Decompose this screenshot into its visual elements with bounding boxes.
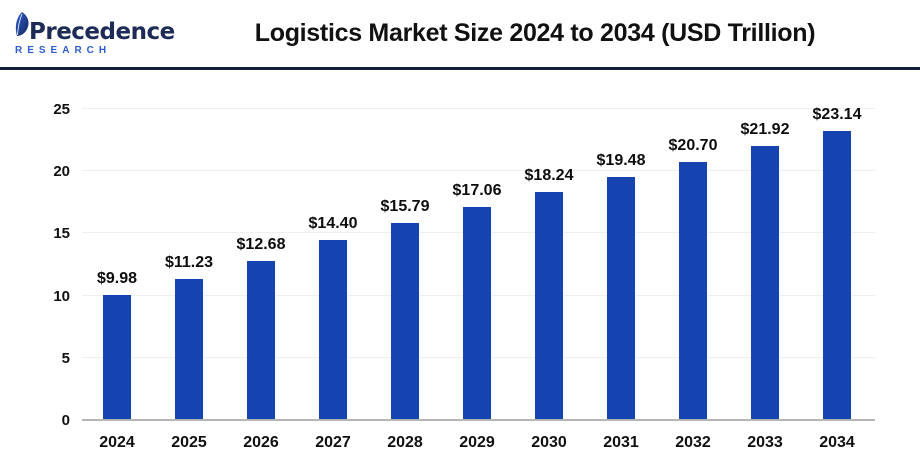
bar-value-label-2034: $23.14 — [812, 106, 862, 124]
bar-value-label-2031: $19.48 — [596, 151, 646, 169]
bar-value-label-2030: $18.24 — [524, 167, 574, 185]
x-axis-label-2028: 2028 — [387, 434, 423, 451]
gridline-20 — [82, 170, 875, 172]
x-axis-label-2033: 2033 — [747, 434, 783, 451]
bar-value-label-2029: $17.06 — [452, 181, 502, 199]
bar-2028 — [391, 222, 419, 419]
x-axis-label-2030: 2030 — [531, 434, 567, 451]
bar-2027 — [319, 239, 347, 419]
y-axis-label-10: 10 — [53, 287, 70, 305]
bar-value-label-2027: $14.40 — [308, 214, 358, 232]
bar-2034 — [823, 131, 851, 419]
leaf-icon — [12, 11, 32, 42]
x-axis-label-2034: 2034 — [819, 434, 855, 451]
bar-2033 — [751, 146, 779, 419]
plot-area: $9.98 $11.23 $12.68 $14.40 $15.79 $17.06 $18.2… — [82, 106, 875, 421]
logo-subtitle: RESEARCH — [15, 45, 112, 56]
y-axis-label-15: 15 — [53, 225, 70, 243]
page-title: Logistics Market Size 2024 to 2034 (USD … — [254, 19, 816, 47]
precedence-research-logo: Precedence RESEARCH — [0, 11, 180, 56]
x-axis-label-2026: 2026 — [243, 434, 279, 451]
x-axis-label-2032: 2032 — [675, 434, 711, 451]
bar-value-label-2025: $11.23 — [164, 254, 214, 272]
bar-2024 — [103, 294, 131, 419]
y-axis-label-25: 25 — [53, 101, 70, 118]
bar-chart: $9.98 $11.23 $12.68 $14.40 $15.79 $17.06 $18.2… — [0, 70, 920, 462]
x-axis-label-2024: 2024 — [99, 434, 135, 451]
bar-value-label-2033: $21.92 — [740, 121, 790, 139]
bar-2032 — [679, 161, 707, 419]
x-axis-label-2025: 2025 — [171, 434, 207, 451]
x-axis-label-2029: 2029 — [459, 434, 495, 451]
x-axis-label-2031: 2031 — [603, 434, 639, 451]
bar-value-label-2026: $12.68 — [236, 236, 286, 254]
bar-2026 — [247, 261, 275, 419]
bar-2025 — [175, 279, 203, 419]
bar-value-label-2028: $15.79 — [380, 197, 430, 215]
bar-2029 — [463, 206, 491, 419]
bar-value-label-2032: $20.70 — [668, 136, 718, 154]
bar-value-label-2024: $9.98 — [96, 269, 138, 287]
logo-wordmark: Precedence — [29, 19, 175, 45]
y-axis-label-0: 0 — [61, 412, 70, 429]
gridline-25 — [82, 108, 875, 109]
y-axis-label-20: 20 — [53, 163, 70, 181]
bar-2030 — [535, 192, 563, 419]
y-axis-label-5: 5 — [61, 349, 70, 367]
header: Precedence RESEARCH Logistics Market Siz… — [0, 0, 920, 70]
bar-2031 — [607, 176, 635, 419]
x-axis-label-2027: 2027 — [315, 434, 351, 451]
